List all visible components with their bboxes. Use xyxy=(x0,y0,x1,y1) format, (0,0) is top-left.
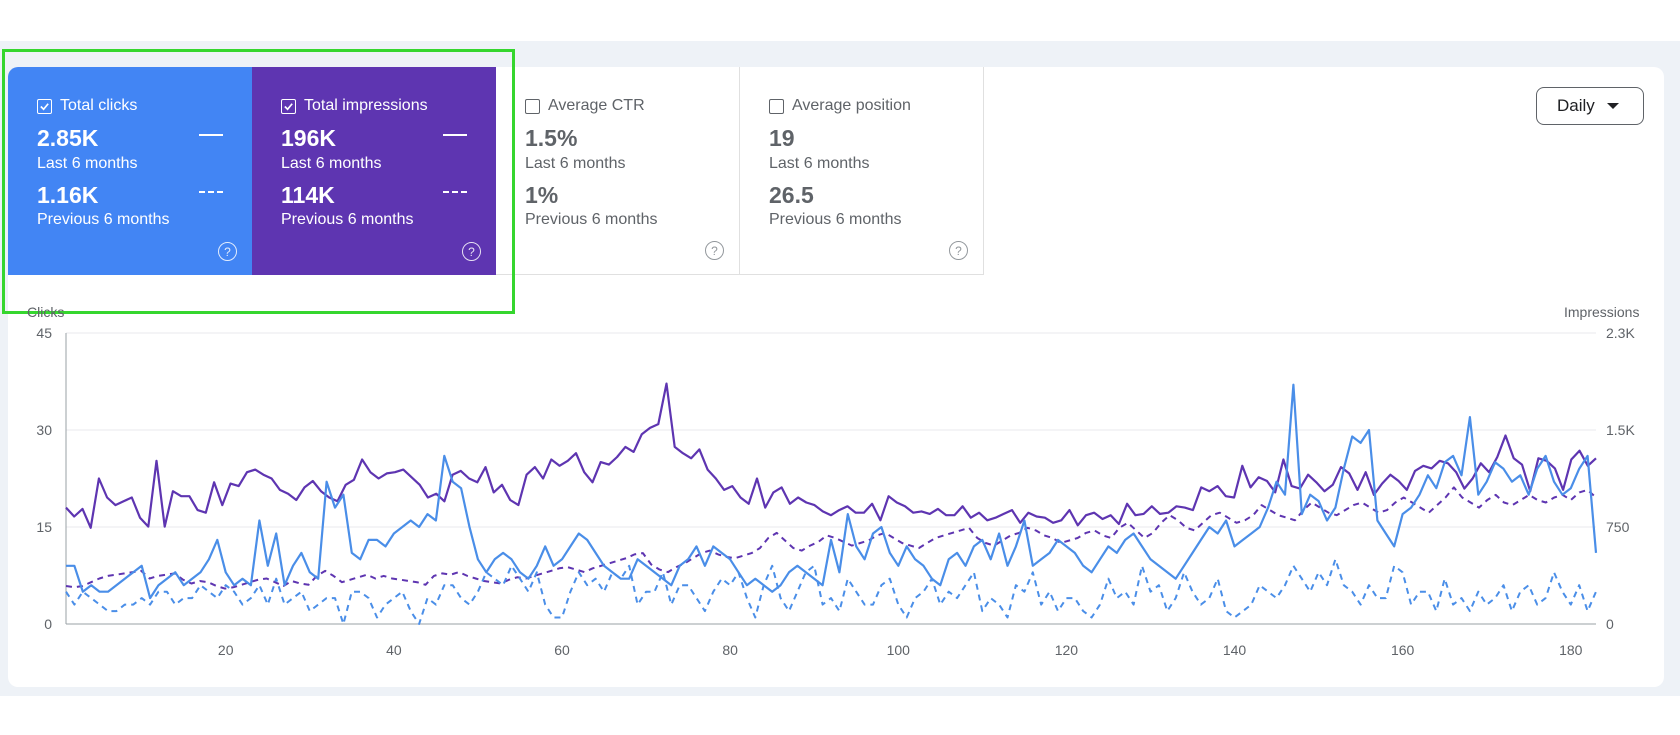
x-tick-label: 20 xyxy=(218,642,234,658)
metric-card-header[interactable]: Total clicks xyxy=(37,97,137,115)
metric-period-previous: Previous 6 months xyxy=(37,211,170,228)
metric-period-previous: Previous 6 months xyxy=(769,211,902,228)
checkbox-unchecked-icon[interactable] xyxy=(769,98,784,114)
metric-value-previous: 1.16K xyxy=(37,182,99,208)
metric-card-average-ctr[interactable]: Average CTR 1.5% Last 6 months 1% Previo… xyxy=(496,67,740,275)
metric-card-total-impressions[interactable]: Total impressions 196K Last 6 months 114… xyxy=(252,67,496,275)
metric-period-current: Last 6 months xyxy=(769,155,870,172)
granularity-label: Daily xyxy=(1557,96,1595,115)
y-right-tick-label: 2.3K xyxy=(1606,325,1635,341)
y-left-tick-label: 45 xyxy=(36,325,52,341)
metric-value-current: 196K xyxy=(281,125,336,151)
series-line-total-impressions-previous xyxy=(65,486,1597,590)
metric-value-previous: 114K xyxy=(281,182,335,208)
metric-card-header[interactable]: Average position xyxy=(769,97,911,115)
checkbox-checked-icon[interactable] xyxy=(281,98,296,114)
y-left-tick-label: 30 xyxy=(36,422,52,438)
x-tick-label: 40 xyxy=(386,642,402,658)
help-icon[interactable]: ? xyxy=(218,242,237,261)
metric-period-previous: Previous 6 months xyxy=(281,211,414,228)
metric-card-total-clicks[interactable]: Total clicks 2.85K Last 6 months 1.16K P… xyxy=(8,67,252,275)
metric-label: Total clicks xyxy=(60,97,138,114)
checkbox-unchecked-icon[interactable] xyxy=(525,98,540,114)
y-right-tick-label: 750 xyxy=(1606,519,1630,535)
dashed-line-legend-icon xyxy=(199,191,223,193)
series-line-total-clicks xyxy=(66,383,1598,600)
y-left-tick-label: 0 xyxy=(44,616,52,632)
metric-period-previous: Previous 6 months xyxy=(525,211,658,228)
series-line-total-clicks-previous xyxy=(65,558,1597,625)
y-right-tick-label: 1.5K xyxy=(1606,422,1635,438)
chevron-down-icon xyxy=(1606,103,1619,109)
x-tick-label: 160 xyxy=(1391,642,1415,658)
granularity-dropdown[interactable]: Daily xyxy=(1536,87,1644,125)
help-icon[interactable]: ? xyxy=(462,242,481,261)
x-tick-label: 60 xyxy=(554,642,570,658)
checkbox-checked-icon[interactable] xyxy=(37,98,52,114)
x-tick-label: 120 xyxy=(1055,642,1079,658)
metric-label: Average position xyxy=(792,97,911,114)
help-icon[interactable]: ? xyxy=(949,241,968,260)
y-axis-right-title: Impressions xyxy=(1564,304,1640,320)
metric-value-current: 1.5% xyxy=(525,125,578,151)
metric-value-current: 2.85K xyxy=(37,125,99,151)
y-right-tick-label: 0 xyxy=(1606,616,1614,632)
metric-value-previous: 1% xyxy=(525,182,559,208)
metric-card-average-position[interactable]: Average position 19 Last 6 months 26.5 P… xyxy=(740,67,984,275)
dashed-line-legend-icon xyxy=(443,191,467,193)
metric-period-current: Last 6 months xyxy=(525,155,626,172)
metric-period-current: Last 6 months xyxy=(281,155,382,172)
metric-label: Total impressions xyxy=(304,97,428,114)
metric-value-current: 19 xyxy=(769,125,795,151)
metric-label: Average CTR xyxy=(548,97,645,114)
solid-line-legend-icon xyxy=(443,134,467,136)
y-left-tick-label: 15 xyxy=(36,519,52,535)
help-icon[interactable]: ? xyxy=(705,241,724,260)
x-tick-label: 140 xyxy=(1223,642,1247,658)
x-tick-label: 100 xyxy=(887,642,911,658)
y-axis-left-title: Clicks xyxy=(27,304,65,320)
series-line-total-impressions xyxy=(65,382,1597,529)
metric-period-current: Last 6 months xyxy=(37,155,138,172)
x-tick-label: 180 xyxy=(1559,642,1583,658)
metric-card-header[interactable]: Total impressions xyxy=(281,97,428,115)
x-tick-label: 80 xyxy=(722,642,738,658)
metric-value-previous: 26.5 xyxy=(769,182,814,208)
solid-line-legend-icon xyxy=(199,134,223,136)
metric-card-header[interactable]: Average CTR xyxy=(525,97,645,115)
